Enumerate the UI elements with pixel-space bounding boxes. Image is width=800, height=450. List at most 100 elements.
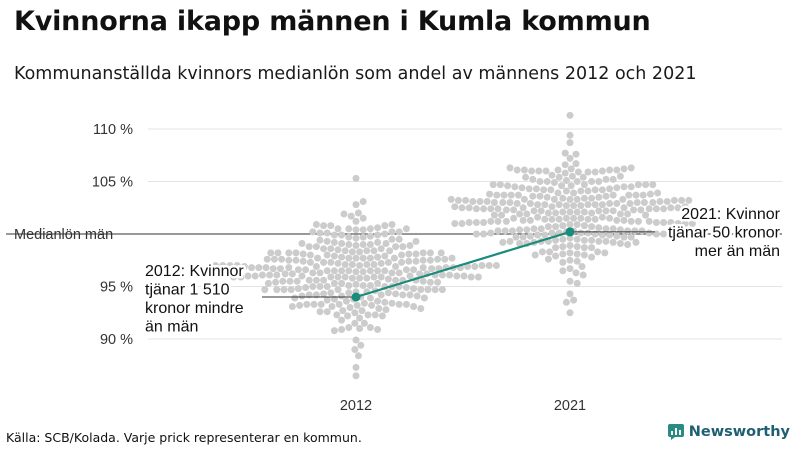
municipality-dot bbox=[360, 299, 368, 307]
municipality-dot bbox=[559, 258, 567, 266]
municipality-dot bbox=[540, 186, 548, 194]
municipality-dot bbox=[406, 291, 414, 299]
municipality-dot bbox=[595, 224, 603, 232]
municipality-dot bbox=[523, 210, 531, 218]
municipality-dot bbox=[395, 269, 403, 277]
annotation-2021-line: 2021: Kvinnor bbox=[681, 206, 780, 223]
municipality-dot bbox=[352, 234, 360, 242]
annotation-halo: 2012: Kvinnor bbox=[145, 263, 244, 280]
municipality-dot bbox=[602, 237, 610, 245]
municipality-dot bbox=[493, 191, 501, 199]
municipality-dot bbox=[566, 154, 574, 162]
municipality-dot bbox=[316, 236, 324, 244]
municipality-dot bbox=[541, 215, 549, 223]
municipality-dot bbox=[384, 275, 392, 283]
y-tick-label: 110 % bbox=[93, 122, 133, 138]
municipality-dot bbox=[667, 204, 675, 212]
municipality-dot bbox=[345, 241, 353, 248]
municipality-dot bbox=[392, 276, 400, 284]
municipality-dot bbox=[536, 192, 544, 200]
municipality-dot bbox=[395, 228, 403, 236]
municipality-dot bbox=[287, 286, 295, 294]
municipality-dot bbox=[374, 231, 382, 239]
municipality-dot bbox=[298, 292, 306, 300]
municipality-dot bbox=[616, 240, 624, 247]
municipality-dot bbox=[375, 305, 383, 312]
municipality-dot bbox=[577, 229, 585, 237]
municipality-dot bbox=[624, 227, 632, 235]
swarm-2021 bbox=[447, 111, 696, 317]
municipality-dot bbox=[280, 286, 288, 294]
municipality-dot bbox=[374, 326, 382, 333]
municipality-dot bbox=[591, 168, 599, 176]
municipality-dot bbox=[437, 249, 445, 257]
municipality-dot bbox=[359, 268, 367, 276]
municipality-dot bbox=[333, 311, 341, 319]
municipality-dot bbox=[388, 228, 396, 236]
municipality-dot bbox=[264, 279, 272, 287]
municipality-dot bbox=[285, 249, 293, 257]
municipality-dot bbox=[374, 267, 382, 275]
municipality-dot bbox=[561, 169, 569, 177]
source-note: Källa: SCB/Kolada. Varje prick represent… bbox=[6, 430, 362, 445]
municipality-dot bbox=[384, 289, 392, 297]
municipality-dot bbox=[559, 243, 567, 251]
municipality-dot bbox=[388, 235, 396, 243]
municipality-dot bbox=[327, 273, 335, 281]
municipality-dot bbox=[595, 207, 603, 215]
municipality-dot bbox=[562, 187, 570, 195]
municipality-dot bbox=[302, 266, 310, 274]
municipality-dot bbox=[627, 183, 635, 191]
municipality-dot bbox=[323, 296, 331, 304]
municipality-dot bbox=[352, 226, 360, 234]
municipality-dot bbox=[566, 139, 574, 147]
municipality-dot bbox=[526, 232, 534, 240]
municipality-dot bbox=[272, 278, 280, 286]
municipality-dot bbox=[511, 183, 519, 191]
municipality-dot bbox=[660, 230, 668, 238]
municipality-dot bbox=[392, 243, 400, 251]
municipality-dot bbox=[294, 285, 302, 293]
municipality-dot bbox=[649, 199, 657, 206]
municipality-dot bbox=[474, 273, 482, 281]
municipality-dot bbox=[219, 262, 227, 269]
municipality-dot bbox=[538, 248, 546, 256]
municipality-dot bbox=[613, 216, 621, 224]
municipality-dot bbox=[431, 286, 439, 294]
municipality-dot bbox=[627, 164, 635, 172]
municipality-dot bbox=[568, 172, 576, 180]
municipality-dot bbox=[588, 194, 596, 202]
municipality-dot bbox=[555, 201, 563, 209]
municipality-dot bbox=[507, 191, 515, 199]
municipality-dot bbox=[316, 283, 324, 290]
municipality-dot bbox=[499, 238, 507, 246]
municipality-dot bbox=[382, 306, 390, 314]
municipality-dot bbox=[646, 190, 654, 198]
municipality-dot bbox=[348, 274, 356, 282]
municipality-dot bbox=[412, 257, 420, 265]
municipality-dot bbox=[487, 205, 495, 213]
municipality-dot bbox=[537, 225, 545, 233]
municipality-dot bbox=[566, 242, 574, 249]
municipality-dot bbox=[334, 225, 342, 233]
municipality-dot bbox=[417, 286, 425, 294]
municipality-dot bbox=[255, 264, 263, 272]
municipality-dot bbox=[395, 300, 403, 308]
municipality-dot bbox=[438, 271, 446, 279]
municipality-dot bbox=[573, 250, 581, 258]
municipality-dot bbox=[348, 261, 356, 268]
municipality-dot bbox=[381, 298, 389, 306]
municipality-dot bbox=[584, 187, 592, 195]
municipality-dot bbox=[681, 220, 689, 227]
municipality-dot bbox=[580, 194, 588, 202]
municipality-dot bbox=[609, 225, 617, 233]
swarm-2012 bbox=[212, 174, 500, 380]
municipality-dot bbox=[502, 217, 510, 225]
municipality-dot bbox=[602, 225, 610, 233]
municipality-dot bbox=[548, 171, 556, 179]
municipality-dot bbox=[356, 325, 364, 332]
municipality-dot bbox=[352, 363, 360, 371]
municipality-dot bbox=[531, 251, 539, 259]
municipality-dot bbox=[323, 267, 331, 275]
municipality-dot bbox=[580, 236, 588, 244]
